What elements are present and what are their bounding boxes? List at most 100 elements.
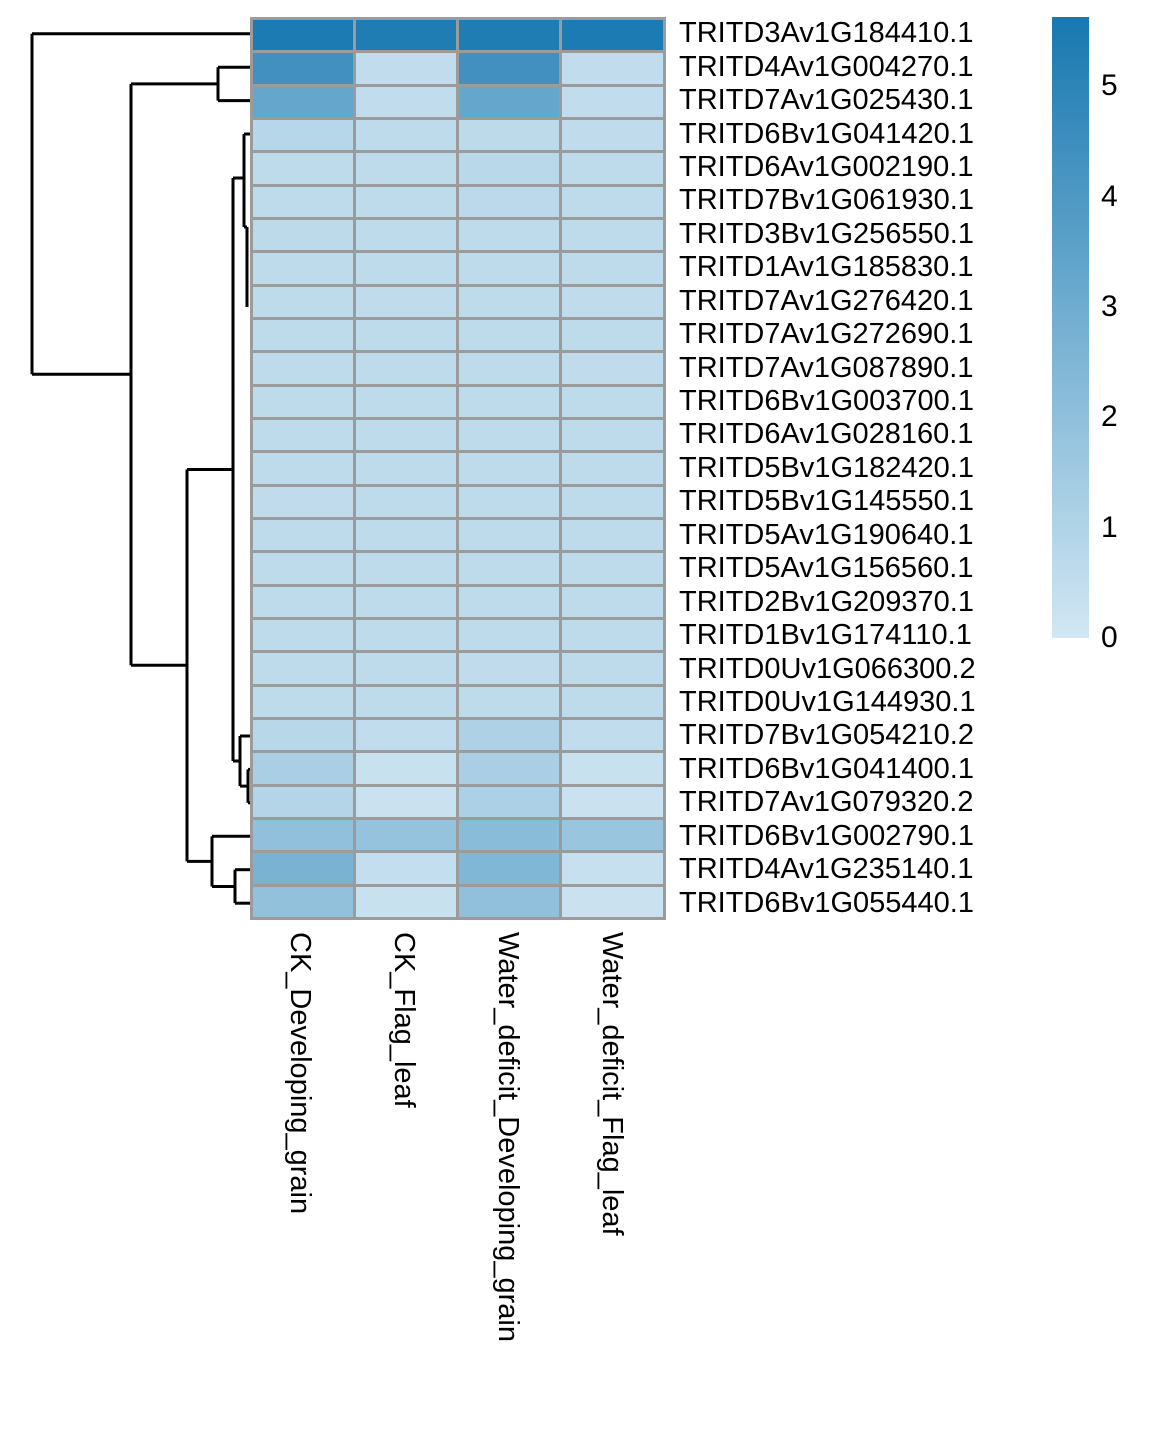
row-label: TRITD6Bv1G002790.1: [679, 819, 974, 852]
heatmap-cell: [562, 819, 663, 851]
heatmap-cell: [253, 486, 354, 517]
heatmap-cell: [459, 153, 560, 184]
heatmap-cell: [253, 319, 354, 351]
heatmap-cell: [253, 686, 354, 717]
row-label: TRITD5Bv1G145550.1: [679, 485, 974, 518]
heatmap-cell: [356, 219, 457, 251]
row-label: TRITD1Bv1G174110.1: [679, 619, 972, 652]
heatmap-cell: [356, 753, 457, 784]
heatmap-cell: [459, 86, 560, 117]
heatmap-cell: [253, 786, 354, 817]
heatmap-cell: [562, 386, 663, 417]
row-label: TRITD7Bv1G054210.2: [679, 719, 974, 752]
heatmap-cell: [253, 519, 354, 551]
legend-tick-label: 2: [1101, 400, 1118, 434]
heatmap-cell: [253, 386, 354, 417]
row-label: TRITD7Av1G276420.1: [679, 284, 974, 317]
row-label: TRITD7Av1G079320.2: [679, 786, 974, 819]
row-label: TRITD3Bv1G256550.1: [679, 217, 974, 250]
row-label: TRITD0Uv1G144930.1: [679, 686, 976, 719]
heatmap-cell: [253, 853, 354, 884]
heatmap-cell: [459, 319, 560, 351]
row-label: TRITD2Bv1G209370.1: [679, 585, 974, 618]
row-label: TRITD3Av1G184410.1: [679, 17, 974, 50]
heatmap-cell: [356, 586, 457, 617]
heatmap-cell: [459, 20, 560, 51]
heatmap-cell: [459, 686, 560, 717]
heatmap-cell: [562, 219, 663, 251]
heatmap-cell: [562, 586, 663, 617]
heatmap-cell: [459, 219, 560, 251]
heatmap-cell: [356, 86, 457, 117]
heatmap-cell: [459, 386, 560, 417]
heatmap-cell: [459, 853, 560, 884]
heatmap-cell: [562, 519, 663, 551]
heatmap-cell: [562, 753, 663, 784]
row-label: TRITD6Bv1G003700.1: [679, 385, 974, 418]
heatmap-cell: [459, 886, 560, 917]
heatmap-cell: [459, 786, 560, 817]
heatmap-cell: [356, 653, 457, 684]
heatmap-grid: [250, 17, 666, 920]
heatmap-cell: [562, 353, 663, 384]
row-label: TRITD6Bv1G041420.1: [679, 117, 974, 150]
heatmap-cell: [562, 20, 663, 51]
heatmap-cell: [356, 386, 457, 417]
row-label: TRITD7Av1G272690.1: [679, 318, 974, 351]
heatmap-cell: [459, 253, 560, 284]
heatmap-cell: [356, 686, 457, 717]
row-label: TRITD6Av1G028160.1: [679, 418, 974, 451]
heatmap-cell: [562, 553, 663, 584]
heatmap-cell: [356, 186, 457, 217]
heatmap-cell: [562, 286, 663, 317]
heatmap-cell: [459, 186, 560, 217]
heatmap-cell: [253, 619, 354, 651]
heatmap-cell: [356, 819, 457, 851]
heatmap-cell: [459, 419, 560, 451]
heatmap-cell: [459, 119, 560, 151]
heatmap-cell: [253, 53, 354, 84]
heatmap-cell: [459, 519, 560, 551]
heatmap-cell: [459, 286, 560, 317]
heatmap-cell: [253, 753, 354, 784]
heatmap-cell: [459, 453, 560, 484]
heatmap-cell: [562, 786, 663, 817]
heatmap-cell: [459, 586, 560, 617]
row-label: TRITD1Av1G185830.1: [679, 251, 974, 284]
heatmap-cell: [356, 519, 457, 551]
row-label: TRITD7Av1G025430.1: [679, 84, 974, 117]
heatmap-cell: [562, 153, 663, 184]
heatmap-cell: [356, 486, 457, 517]
heatmap-cell: [459, 486, 560, 517]
legend-tick-label: 3: [1101, 290, 1118, 324]
heatmap-cell: [562, 253, 663, 284]
heatmap-cell: [562, 619, 663, 651]
heatmap-cell: [459, 653, 560, 684]
heatmap-cell: [356, 286, 457, 317]
row-label: TRITD7Bv1G061930.1: [679, 184, 974, 217]
heatmap-cell: [356, 319, 457, 351]
heatmap-cell: [562, 453, 663, 484]
heatmap-cell: [356, 153, 457, 184]
row-label: TRITD5Av1G156560.1: [679, 552, 974, 585]
heatmap-cell: [356, 53, 457, 84]
heatmap-cell: [356, 619, 457, 651]
column-label: CK_Flag_leaf: [387, 931, 420, 1108]
heatmap-cell: [356, 419, 457, 451]
heatmap-cell: [356, 553, 457, 584]
heatmap-cell: [356, 253, 457, 284]
row-label: TRITD4Av1G004270.1: [679, 50, 974, 83]
heatmap-cell: [356, 119, 457, 151]
heatmap-cell: [356, 886, 457, 917]
heatmap-cell: [253, 286, 354, 317]
legend-tick-label: 1: [1101, 510, 1118, 544]
row-label: TRITD5Bv1G182420.1: [679, 451, 974, 484]
heatmap-cell: [459, 619, 560, 651]
heatmap-cell: [356, 453, 457, 484]
row-label: TRITD6Av1G002190.1: [679, 150, 974, 183]
column-label: CK_Developing_grain: [283, 931, 316, 1215]
heatmap-cell: [253, 186, 354, 217]
heatmap-cell: [562, 186, 663, 217]
heatmap-cell: [253, 153, 354, 184]
